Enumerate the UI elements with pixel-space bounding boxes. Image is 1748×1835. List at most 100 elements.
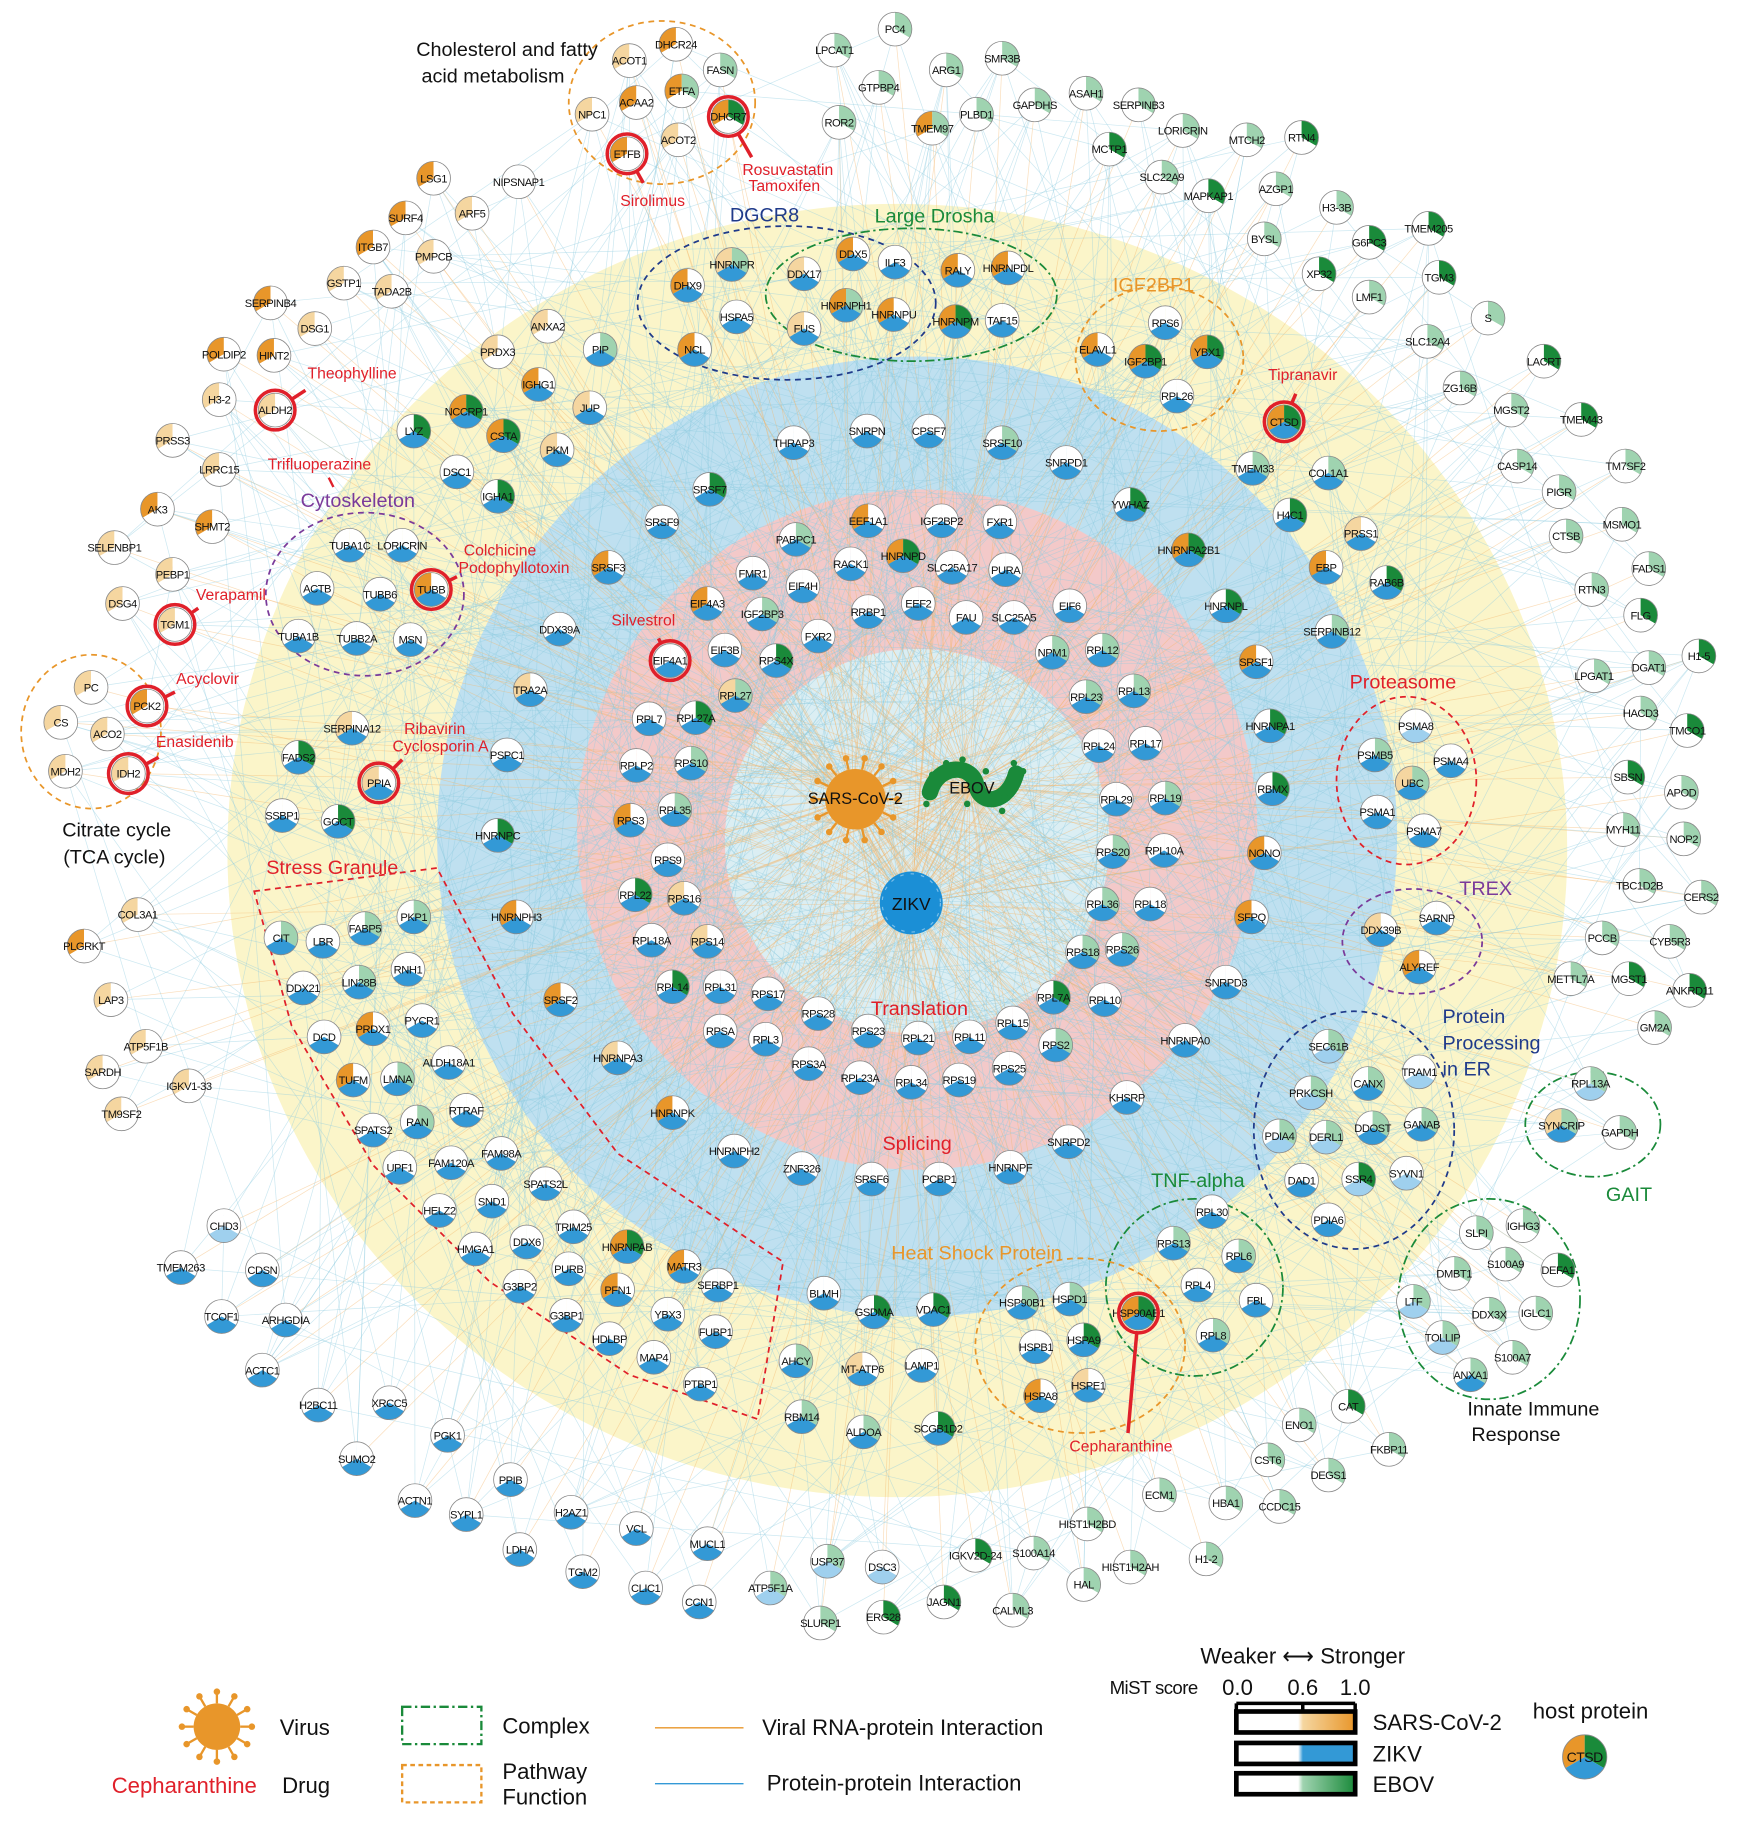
protein-node[interactable]: TM7SF2: [1605, 448, 1646, 484]
protein-node[interactable]: DEFA1: [1540, 1252, 1576, 1288]
protein-node[interactable]: TMEM205: [1404, 211, 1453, 246]
protein-node[interactable]: RBM14: [784, 1399, 820, 1435]
protein-node[interactable]: TADA2B: [372, 273, 412, 309]
protein-node[interactable]: SUMO2: [338, 1441, 376, 1476]
protein-node[interactable]: VDAC1: [916, 1292, 952, 1327]
protein-node[interactable]: RPL15: [995, 1005, 1030, 1041]
protein-node[interactable]: RPL24: [1081, 728, 1117, 763]
protein-node[interactable]: ROR2: [821, 105, 857, 140]
protein-node[interactable]: LTF: [1396, 1284, 1431, 1319]
protein-node[interactable]: GM2A: [1637, 1010, 1672, 1045]
protein-node[interactable]: MYH11: [1605, 812, 1641, 847]
protein-node[interactable]: RPL23: [1068, 679, 1104, 715]
protein-node[interactable]: AK3: [140, 491, 175, 527]
protein-node[interactable]: ILF3: [877, 244, 913, 280]
protein-node[interactable]: DDX3X: [1472, 1296, 1508, 1332]
protein-node[interactable]: H2AZ1: [553, 1494, 589, 1530]
protein-node[interactable]: SMR3B: [984, 40, 1021, 76]
protein-node[interactable]: CCDC15: [1258, 1489, 1301, 1524]
protein-node[interactable]: CDSN: [245, 1252, 280, 1288]
protein-node[interactable]: HDLBP: [592, 1321, 627, 1356]
protein-node[interactable]: SLPI: [1459, 1215, 1494, 1250]
protein-node[interactable]: SERPINB4: [245, 285, 297, 321]
protein-node[interactable]: RPL14: [655, 969, 690, 1005]
protein-node[interactable]: MGST2: [1493, 392, 1530, 428]
protein-node[interactable]: ATP5F1A: [748, 1570, 794, 1606]
protein-node[interactable]: PCK2: [129, 688, 165, 724]
sars-cov-2-virus-icon[interactable]: [810, 755, 901, 844]
protein-node[interactable]: MAP4: [636, 1340, 672, 1375]
protein-node[interactable]: PTBP1: [683, 1366, 718, 1402]
protein-node[interactable]: PRSS1: [1343, 516, 1379, 551]
protein-node[interactable]: ACOT2: [661, 122, 696, 158]
protein-node[interactable]: IGLC1: [1518, 1295, 1554, 1331]
protein-node[interactable]: CAT: [1330, 1388, 1366, 1424]
protein-node[interactable]: GTPBP4: [858, 70, 900, 105]
protein-node[interactable]: EIF4A3: [690, 586, 725, 621]
protein-node[interactable]: CLIC1: [628, 1570, 663, 1606]
protein-node[interactable]: DDX17: [786, 256, 822, 292]
protein-node[interactable]: DMBT1: [1436, 1256, 1473, 1291]
protein-node[interactable]: ETFB: [609, 136, 645, 172]
protein-node[interactable]: POLDIP2: [202, 336, 247, 372]
protein-node[interactable]: CCN1: [681, 1584, 717, 1620]
protein-node[interactable]: RPL29: [1099, 781, 1134, 817]
protein-node[interactable]: PC4: [877, 11, 913, 47]
protein-node[interactable]: ACTB: [299, 571, 335, 606]
protein-node[interactable]: LBR: [305, 924, 341, 959]
protein-node[interactable]: HBA1: [1208, 1485, 1244, 1521]
protein-node[interactable]: RPL27: [718, 678, 753, 713]
protein-node[interactable]: RACK1: [833, 546, 869, 582]
protein-node[interactable]: DHCR7: [710, 99, 747, 134]
protein-node[interactable]: DHCR24: [655, 26, 698, 62]
protein-node[interactable]: ASAH1: [1068, 75, 1104, 111]
protein-node[interactable]: PPIA: [361, 765, 397, 801]
protein-node[interactable]: PRSS3: [155, 423, 190, 458]
protein-node[interactable]: SRSF6: [854, 1161, 889, 1197]
protein-node[interactable]: MSN: [392, 622, 428, 657]
protein-node[interactable]: RPS9: [650, 842, 686, 878]
protein-node[interactable]: DDX5: [835, 236, 871, 272]
protein-node[interactable]: AZGP1: [1258, 171, 1294, 207]
protein-node[interactable]: ITGB7: [355, 229, 391, 265]
protein-node[interactable]: DSG4: [105, 586, 140, 621]
protein-node[interactable]: RPL4: [1180, 1267, 1216, 1303]
protein-node[interactable]: CTSD: [1266, 404, 1302, 440]
protein-node[interactable]: RPL18: [1132, 886, 1168, 922]
protein-node[interactable]: APOD: [1664, 774, 1699, 810]
protein-node[interactable]: RPL19: [1147, 780, 1183, 816]
protein-node[interactable]: EIF3B: [707, 632, 743, 668]
protein-node[interactable]: AHCY: [778, 1343, 814, 1379]
protein-node[interactable]: NONO: [1247, 835, 1282, 871]
protein-node[interactable]: CANX: [1350, 1066, 1386, 1101]
protein-node[interactable]: FUS: [786, 311, 822, 346]
protein-node[interactable]: RAB6B: [1369, 565, 1404, 600]
protein-node[interactable]: RPS26: [1104, 932, 1140, 967]
protein-node[interactable]: LPCAT1: [815, 32, 854, 68]
protein-node[interactable]: DERL1: [1308, 1119, 1344, 1155]
protein-node[interactable]: PMPCB: [415, 239, 453, 274]
protein-node[interactable]: DDX21: [285, 970, 321, 1006]
protein-node[interactable]: ACTC1: [245, 1352, 280, 1388]
protein-node[interactable]: RALY: [940, 252, 976, 288]
protein-node[interactable]: PRDX1: [356, 1011, 391, 1047]
protein-node[interactable]: SSR4: [1341, 1161, 1376, 1197]
protein-node[interactable]: SRSF3: [591, 550, 626, 585]
protein-node[interactable]: ARF5: [454, 195, 490, 231]
protein-node[interactable]: TMEM97: [911, 110, 954, 146]
protein-node[interactable]: LMF1: [1351, 279, 1387, 315]
protein-node[interactable]: HACD3: [1623, 695, 1659, 731]
zikv-virus-icon[interactable]: [879, 871, 943, 935]
protein-node[interactable]: MUCL1: [690, 1526, 726, 1562]
protein-node[interactable]: RPL12: [1085, 632, 1120, 668]
protein-node[interactable]: TMCO1: [1669, 713, 1706, 748]
protein-node[interactable]: DSC3: [864, 1549, 900, 1585]
protein-node[interactable]: RPL17: [1128, 726, 1163, 761]
protein-node[interactable]: FXR2: [800, 618, 836, 654]
protein-node[interactable]: PCBP1: [921, 1161, 957, 1197]
protein-node[interactable]: XRCC5: [372, 1385, 408, 1421]
protein-node[interactable]: SYVN1: [1389, 1155, 1424, 1191]
protein-node[interactable]: MGST1: [1611, 961, 1648, 996]
protein-node[interactable]: COL3A1: [118, 897, 158, 932]
protein-node[interactable]: IGKV1-33: [166, 1068, 212, 1104]
